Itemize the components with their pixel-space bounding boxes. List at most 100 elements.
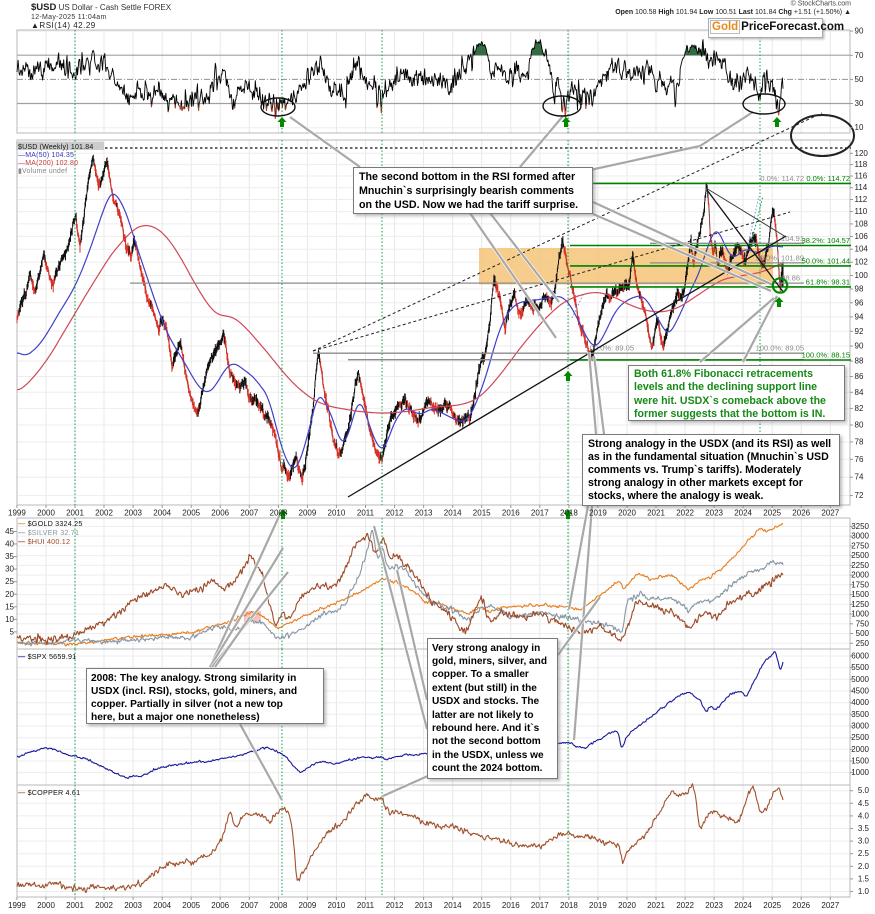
svg-text:© StockCharts.com: © StockCharts.com [791, 0, 852, 8]
svg-text:2019: 2019 [589, 509, 607, 518]
svg-text:25: 25 [5, 577, 14, 586]
svg-text:—MA(50) 104.35: —MA(50) 104.35 [18, 152, 74, 159]
svg-text:61.8%: 98.31: 61.8%: 98.31 [806, 277, 850, 286]
svg-text:2015: 2015 [473, 509, 491, 518]
svg-text:100.0%: 88.15: 100.0%: 88.15 [802, 351, 850, 360]
svg-text:118: 118 [855, 160, 868, 169]
svg-text:2026: 2026 [792, 901, 810, 910]
svg-text:2008: 2008 [270, 509, 288, 518]
svg-text:2005: 2005 [182, 901, 200, 910]
svg-text:94: 94 [855, 312, 864, 321]
svg-text:50.0%: 101.44: 50.0%: 101.44 [802, 256, 850, 265]
svg-text:2014: 2014 [444, 901, 462, 910]
svg-text:1500: 1500 [851, 757, 869, 766]
svg-text:1999: 1999 [8, 509, 26, 518]
svg-text:50: 50 [855, 75, 864, 84]
svg-text:500: 500 [856, 629, 870, 638]
svg-text:2018: 2018 [560, 901, 578, 910]
svg-text:15: 15 [5, 602, 14, 611]
svg-text:104: 104 [855, 245, 869, 254]
svg-text:2019: 2019 [589, 901, 607, 910]
svg-text:1500: 1500 [851, 590, 869, 599]
svg-text:100: 100 [855, 271, 869, 280]
svg-text:92: 92 [855, 327, 864, 336]
svg-text:100.0%: 89.05: 100.0%: 89.05 [586, 344, 634, 353]
svg-text:3500: 3500 [851, 710, 869, 719]
svg-text:2001: 2001 [66, 509, 84, 518]
svg-text:96: 96 [855, 298, 864, 307]
svg-text:2015: 2015 [473, 901, 491, 910]
svg-text:82: 82 [855, 404, 864, 413]
svg-text:4000: 4000 [851, 698, 869, 707]
svg-text:1.5: 1.5 [858, 874, 870, 883]
svg-text:3.5: 3.5 [858, 824, 870, 833]
svg-text:— $SILVER 32.71: — $SILVER 32.71 [18, 528, 79, 537]
svg-text:114: 114 [855, 183, 868, 192]
svg-text:2016: 2016 [502, 509, 520, 518]
svg-text:2250: 2250 [851, 561, 869, 570]
svg-text:2011: 2011 [357, 509, 375, 518]
svg-text:—MA(200) 102.80: —MA(200) 102.80 [18, 160, 78, 167]
svg-text:3.0: 3.0 [858, 837, 870, 846]
svg-text:2013: 2013 [415, 509, 433, 518]
svg-text:2017: 2017 [531, 509, 549, 518]
svg-text:106: 106 [855, 232, 869, 241]
svg-text:80: 80 [855, 421, 864, 430]
svg-text:2024: 2024 [734, 509, 752, 518]
svg-text:50.0%: 101.89: 50.0%: 101.89 [756, 253, 804, 262]
svg-text:2500: 2500 [851, 551, 869, 560]
svg-text:78: 78 [855, 437, 864, 446]
svg-text:2009: 2009 [299, 901, 317, 910]
svg-text:30: 30 [855, 99, 864, 108]
svg-text:2023: 2023 [705, 509, 723, 518]
svg-text:2001: 2001 [66, 901, 84, 910]
svg-text:116: 116 [855, 172, 868, 181]
svg-text:2500: 2500 [851, 733, 869, 742]
svg-text:72: 72 [855, 491, 864, 500]
svg-text:4500: 4500 [851, 687, 869, 696]
svg-text:1750: 1750 [851, 580, 869, 589]
svg-text:84: 84 [855, 388, 864, 397]
svg-text:1250: 1250 [851, 600, 869, 609]
svg-text:45: 45 [5, 527, 14, 536]
svg-text:2000: 2000 [851, 745, 869, 754]
svg-text:2003: 2003 [124, 901, 142, 910]
svg-text:88: 88 [855, 357, 864, 366]
svg-text:— $HUI 400.12: — $HUI 400.12 [18, 537, 70, 546]
svg-text:2000: 2000 [37, 509, 55, 518]
svg-text:98: 98 [855, 285, 864, 294]
svg-text:Open 100.58 High 101.94 Low 10: Open 100.58 High 101.94 Low 100.51 Last … [615, 9, 851, 16]
svg-text:2009: 2009 [299, 509, 317, 518]
svg-text:— $SPX 5659.91: — $SPX 5659.91 [18, 652, 76, 661]
svg-text:2020: 2020 [618, 509, 636, 518]
svg-text:5.0: 5.0 [858, 786, 870, 795]
svg-text:98.86: 98.86 [781, 274, 800, 283]
svg-text:3000: 3000 [851, 722, 869, 731]
svg-text:120: 120 [855, 149, 869, 158]
svg-text:4.0: 4.0 [858, 811, 870, 820]
svg-text:2021: 2021 [647, 901, 665, 910]
svg-text:0.0%: 114.72: 0.0%: 114.72 [806, 174, 850, 183]
svg-text:102: 102 [855, 258, 869, 267]
svg-text:1.0: 1.0 [858, 887, 870, 896]
svg-text:2010: 2010 [328, 901, 346, 910]
svg-text:2012: 2012 [386, 509, 404, 518]
svg-text:750: 750 [856, 619, 870, 628]
svg-text:38.2%: 104.57: 38.2%: 104.57 [802, 236, 850, 245]
svg-text:2027: 2027 [821, 509, 839, 518]
svg-text:20: 20 [5, 590, 14, 599]
svg-text:1000: 1000 [851, 610, 869, 619]
svg-text:2021: 2021 [647, 509, 665, 518]
svg-text:2006: 2006 [211, 901, 229, 910]
svg-text:12-May-2025 11:04am: 12-May-2025 11:04am [31, 14, 107, 21]
svg-text:2022: 2022 [676, 901, 694, 910]
svg-text:2003: 2003 [124, 509, 142, 518]
svg-text:6000: 6000 [851, 652, 869, 661]
svg-text:2025: 2025 [763, 509, 781, 518]
svg-text:35: 35 [5, 552, 14, 561]
svg-text:10: 10 [855, 123, 864, 132]
svg-text:2004: 2004 [153, 901, 171, 910]
svg-text:30: 30 [5, 565, 14, 574]
svg-text:— $COPPER 4.61: — $COPPER 4.61 [18, 788, 80, 797]
svg-text:2004: 2004 [153, 509, 171, 518]
